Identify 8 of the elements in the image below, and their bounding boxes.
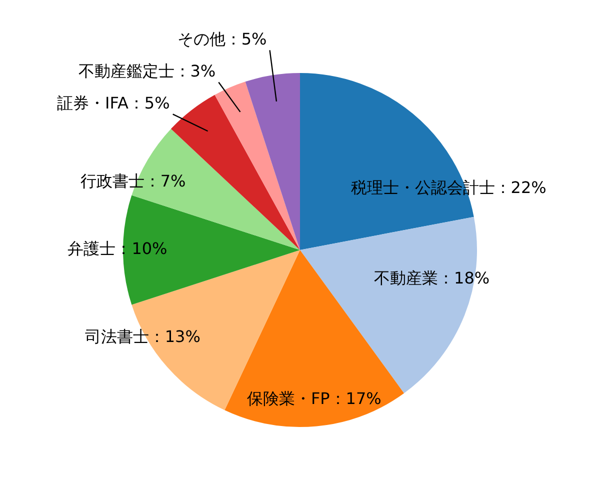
slice-label: 不動産業：18% xyxy=(374,268,490,288)
slice-label: その他：5% xyxy=(177,29,267,48)
slice-label: 証券・IFA：5% xyxy=(57,93,170,112)
slice-label: 司法書士：13% xyxy=(84,326,200,346)
slice-label: 弁護士：10% xyxy=(68,239,168,258)
slice-label: 行政書士：7% xyxy=(80,172,186,191)
slice-label: 不動産鑑定士：3% xyxy=(78,61,216,80)
slice-label: 保険業・FP：17% xyxy=(246,388,382,408)
